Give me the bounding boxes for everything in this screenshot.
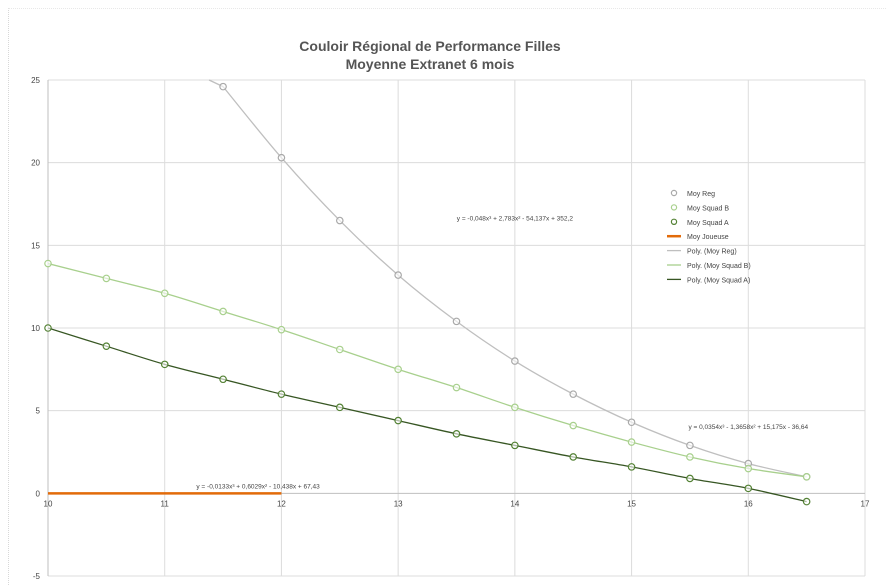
legend-label: Poly. (Moy Squad A) (687, 277, 750, 284)
trend-line-4 (222, 86, 807, 478)
legend-marker (670, 218, 678, 225)
x-tick-label: 17 (861, 499, 870, 508)
data-point (335, 345, 344, 354)
trendline-equation: y = -0,048x³ + 2,783x² - 54,137x + 352,2 (457, 216, 574, 223)
legend-marker (670, 189, 678, 197)
data-point (452, 430, 461, 438)
y-tick-label: 5 (36, 407, 41, 416)
data-point (452, 383, 461, 392)
gridlines (47, 79, 866, 577)
data-point (277, 325, 286, 334)
data-point (627, 438, 636, 446)
y-tick-label: -5 (33, 572, 41, 581)
data-point (744, 464, 753, 473)
data-point (394, 365, 402, 374)
data-point (627, 418, 636, 427)
data-point (686, 441, 694, 450)
legend-label: Moy Joueuse (687, 234, 729, 241)
x-tick-label: 10 (44, 499, 53, 508)
x-tick-label: 11 (161, 499, 170, 508)
x-tick-label: 15 (627, 499, 636, 508)
x-tick-label: 12 (277, 499, 286, 508)
y-tick-label: 0 (36, 489, 41, 498)
x-tick-label: 13 (394, 499, 403, 508)
trend-line-5 (48, 262, 807, 478)
y-tick-label: 25 (31, 76, 40, 85)
chart-subtitle: Moyenne Extranet 6 mois (346, 56, 515, 72)
legend-label: Poly. (Moy Squad B) (687, 263, 751, 270)
data-point (569, 421, 578, 430)
x-tick-label: 16 (744, 499, 753, 508)
plot-area (44, 79, 811, 506)
data-point (394, 271, 402, 279)
data-point (802, 497, 811, 506)
data-point (452, 317, 461, 326)
data-point (219, 82, 227, 91)
trendline-equation: y = -0,0133x³ + 0,6029x² - 10,438x + 67,… (196, 483, 320, 490)
data-point (335, 216, 344, 225)
data-point (277, 390, 286, 398)
legend-label: Moy Squad B (687, 205, 729, 212)
trend-line-6 (48, 327, 807, 503)
data-point (102, 342, 111, 350)
data-point (511, 441, 519, 450)
legend-marker (670, 204, 678, 211)
data-point (511, 357, 519, 365)
data-point (160, 289, 169, 298)
data-point (802, 472, 811, 481)
chart-frame (8, 8, 886, 585)
data-point (160, 360, 169, 369)
data-point (686, 453, 694, 461)
trendline-equation: y = 0,0354x³ - 1,3658x² + 15,175x - 36,6… (688, 424, 808, 431)
data-point (219, 307, 227, 316)
legend: Moy Reg Moy Squad B Moy Squad A Moy Joueuse… (667, 189, 751, 284)
x-tick-label: 14 (510, 499, 519, 508)
trendline-equations: y = -0,048x³ + 2,783x² - 54,137x + 352,2… (196, 216, 808, 491)
legend-label: Moy Reg (687, 191, 715, 198)
data-point (335, 403, 344, 412)
y-tick-label: 20 (31, 159, 40, 168)
data-point (686, 474, 694, 483)
data-point (394, 416, 402, 425)
y-tick-label: 10 (31, 324, 40, 333)
legend-label: Moy Squad A (687, 220, 729, 227)
data-point (102, 274, 111, 283)
chart-title: Couloir Régional de Performance Filles (299, 38, 561, 54)
data-point (744, 484, 753, 493)
legend-label: Poly. (Moy Reg) (687, 249, 737, 256)
y-tick-label: 15 (31, 241, 40, 250)
data-point (44, 324, 52, 332)
data-point (219, 375, 227, 384)
data-point (627, 463, 636, 471)
data-point (277, 153, 286, 162)
data-point (511, 403, 519, 412)
tick-labels: 10 11 12 13 14 15 16 17 25 20 15 10 5 0 -5 (31, 76, 870, 581)
data-point (569, 390, 578, 398)
data-point (44, 259, 52, 268)
data-point (569, 453, 578, 461)
